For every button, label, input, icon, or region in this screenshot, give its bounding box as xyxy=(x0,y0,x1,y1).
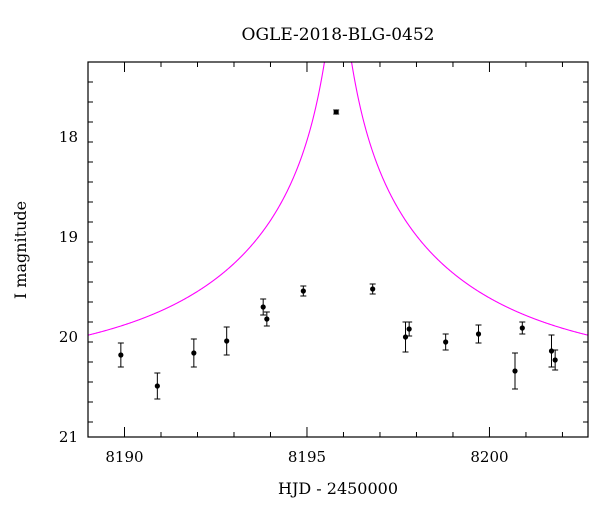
data-point xyxy=(264,316,270,322)
y-tick-label: 18 xyxy=(59,128,78,146)
data-point xyxy=(402,334,409,340)
model-curve xyxy=(87,61,589,336)
data-point xyxy=(519,325,525,331)
data-point xyxy=(118,352,124,358)
y-axis-label: I magnitude xyxy=(11,201,30,299)
data-point xyxy=(512,368,518,374)
data-points-group xyxy=(117,109,559,400)
x-axis-label: HJD - 2450000 xyxy=(278,479,398,498)
data-point xyxy=(370,286,376,292)
data-point xyxy=(333,109,339,115)
y-tick-label: 20 xyxy=(59,328,78,346)
data-point xyxy=(475,331,482,337)
data-point xyxy=(154,383,160,389)
data-point xyxy=(406,326,412,332)
data-point xyxy=(552,357,558,363)
y-tick-label: 21 xyxy=(59,428,78,446)
plot-frame xyxy=(87,61,589,438)
data-point xyxy=(300,288,306,294)
x-tick-label: 8190 xyxy=(105,448,143,466)
data-point xyxy=(191,350,197,356)
y-tick-label: 19 xyxy=(59,228,78,246)
data-point xyxy=(224,338,230,344)
data-point xyxy=(548,348,555,354)
data-point xyxy=(443,339,449,345)
data-point xyxy=(260,304,266,310)
x-tick-label: 8195 xyxy=(288,448,326,466)
x-tick-label: 8200 xyxy=(470,448,508,466)
model-curve-group xyxy=(87,61,589,336)
chart-title: OGLE-2018-BLG-0452 xyxy=(242,25,435,45)
axis-ticks: 8190 8195 8200 18 19 20 21 xyxy=(59,61,588,466)
